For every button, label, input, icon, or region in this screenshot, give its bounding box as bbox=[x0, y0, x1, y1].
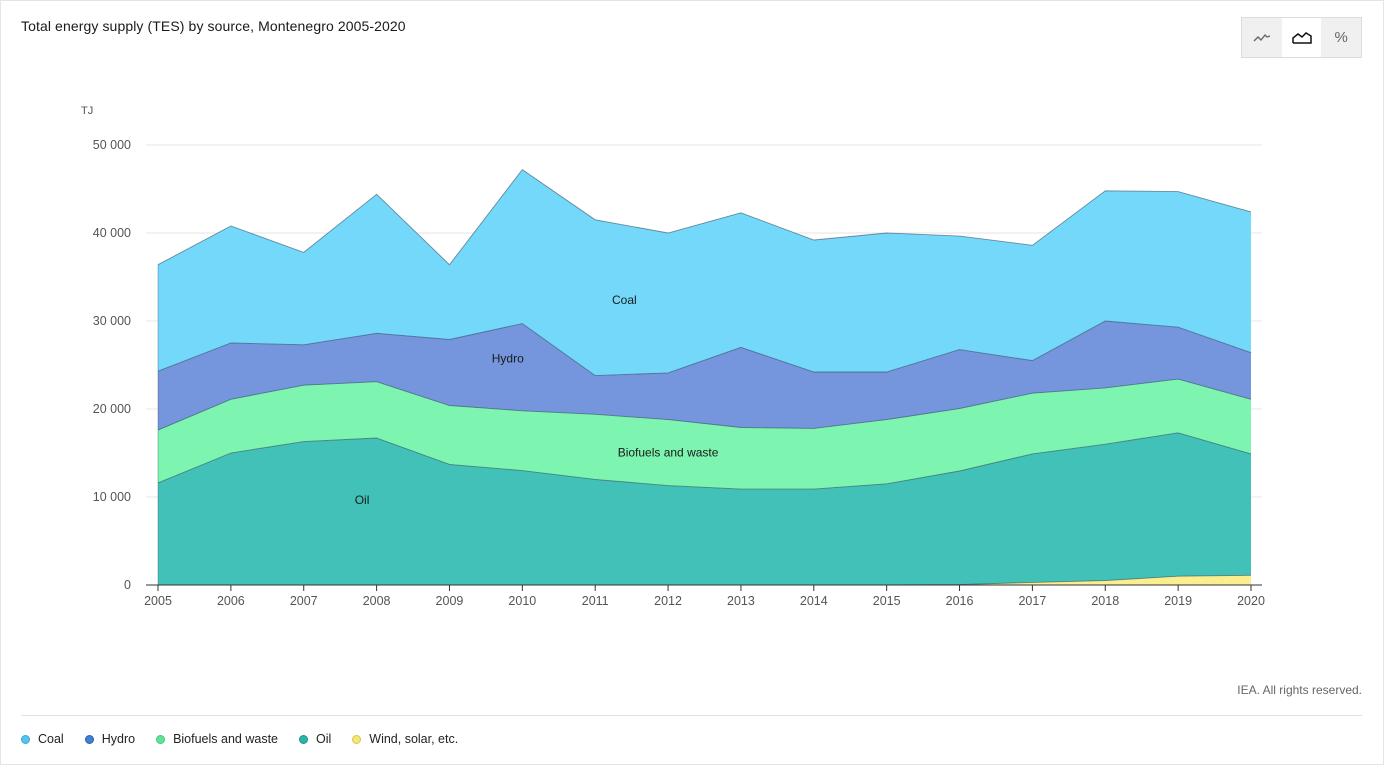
legend-dot-hydro bbox=[84, 734, 94, 744]
area-hydro bbox=[158, 321, 1251, 431]
line-view-button[interactable] bbox=[1242, 18, 1282, 57]
x-tick-label: 2019 bbox=[1164, 594, 1192, 608]
y-tick-label: 0 bbox=[124, 578, 131, 592]
line-biofuels bbox=[157, 378, 1252, 431]
percent-view-button[interactable]: % bbox=[1321, 18, 1361, 57]
area-wind bbox=[158, 575, 1251, 585]
legend-item-wind-solar[interactable]: Wind, solar, etc. bbox=[352, 732, 458, 746]
x-tick-label: 2006 bbox=[217, 594, 245, 608]
x-tick-label: 2010 bbox=[508, 594, 536, 608]
line-coal bbox=[157, 168, 1252, 266]
area-coal bbox=[158, 169, 1251, 376]
legend-dot-coal bbox=[21, 734, 30, 744]
series-label-hydro: Hydro bbox=[492, 351, 524, 365]
legend-item-hydro[interactable]: Hydro bbox=[84, 732, 136, 746]
area-view-button[interactable] bbox=[1281, 18, 1322, 57]
legend-label: Oil bbox=[316, 732, 332, 746]
legend-label: Hydro bbox=[101, 732, 136, 746]
y-tick-label: 20 000 bbox=[93, 402, 131, 416]
legend-divider bbox=[21, 715, 1362, 716]
area-oil bbox=[158, 432, 1251, 585]
percent-icon: % bbox=[1334, 29, 1348, 46]
legend-label: Wind, solar, etc. bbox=[369, 732, 459, 746]
legend-item-biofuels[interactable]: Biofuels and waste bbox=[156, 732, 278, 746]
x-tick-label: 2018 bbox=[1091, 594, 1119, 608]
x-tick-label: 2014 bbox=[800, 594, 828, 608]
line-chart-icon bbox=[1253, 33, 1271, 41]
y-tick-label: 10 000 bbox=[93, 490, 131, 504]
copyright-notice: IEA. All rights reserved. bbox=[1237, 683, 1362, 697]
x-tick-label: 2017 bbox=[1018, 594, 1046, 608]
x-tick-label: 2008 bbox=[363, 594, 391, 608]
x-tick-label: 2005 bbox=[144, 594, 172, 608]
legend-dot-biofuels bbox=[156, 734, 166, 744]
x-tick-label: 2011 bbox=[582, 594, 609, 608]
line-hydro bbox=[157, 320, 1252, 377]
legend-label: Biofuels and waste bbox=[173, 732, 278, 746]
x-tick-label: 2009 bbox=[436, 594, 464, 608]
series-label-coal: Coal bbox=[612, 293, 637, 307]
area-biofuels bbox=[158, 379, 1251, 490]
chart-view-toggle: % bbox=[1241, 17, 1362, 58]
x-tick-label: 2016 bbox=[946, 594, 974, 608]
y-tick-label: 50 000 bbox=[93, 138, 131, 152]
y-tick-label: 30 000 bbox=[93, 314, 131, 328]
x-tick-label: 2007 bbox=[290, 594, 318, 608]
area-chart: TJ 0 10 000 20 000 30 000 40 000 50 000 2005 200… bbox=[81, 105, 1265, 608]
legend-item-oil[interactable]: Oil bbox=[299, 732, 331, 746]
x-tick-label: 2015 bbox=[873, 594, 901, 608]
chart-title: Total energy supply (TES) by source, Mon… bbox=[21, 18, 406, 34]
area-chart-icon bbox=[1291, 31, 1312, 44]
legend-item-coal[interactable]: Coal bbox=[21, 732, 64, 746]
legend-dot-oil bbox=[299, 734, 308, 744]
legend-label: Coal bbox=[38, 732, 64, 746]
x-tick-label: 2012 bbox=[654, 594, 682, 608]
legend-dot-wind-solar bbox=[352, 734, 362, 744]
series-label-oil: Oil bbox=[355, 493, 370, 507]
y-tick-label: 40 000 bbox=[93, 226, 131, 240]
chart-legend: Coal Hydro Biofuels and waste Oil Wind, … bbox=[21, 732, 479, 746]
line-oil bbox=[157, 432, 1252, 490]
x-tick-label: 2020 bbox=[1237, 594, 1265, 608]
x-tick-label: 2013 bbox=[727, 594, 755, 608]
series-label-biofuels: Biofuels and waste bbox=[618, 446, 719, 460]
y-unit-label: TJ bbox=[81, 105, 93, 117]
